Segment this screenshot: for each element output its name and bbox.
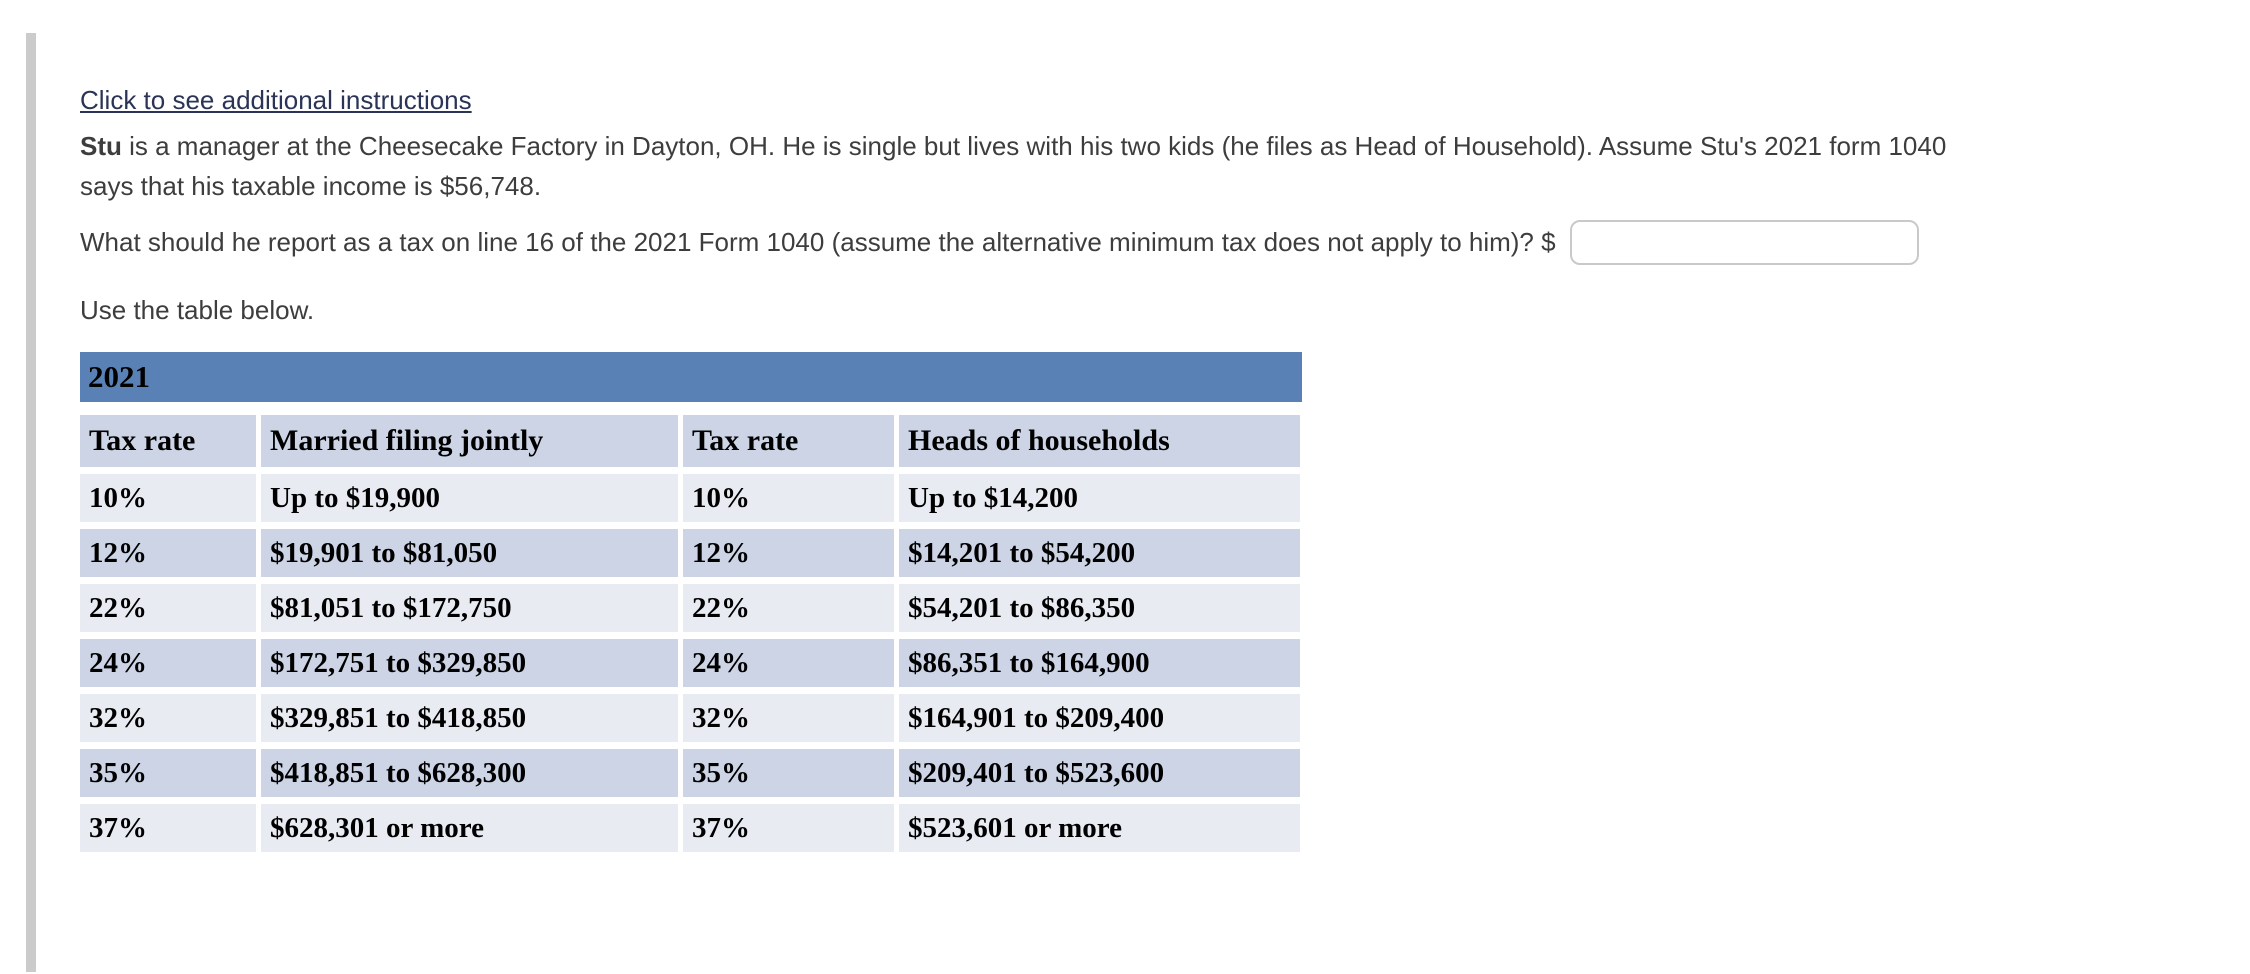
cell-tax-rate-mfj: 32% xyxy=(80,694,256,742)
table-intro-text: Use the table below. xyxy=(80,295,315,325)
cell-tax-rate-mfj: 12% xyxy=(80,529,256,577)
table-row: 24% $172,751 to $329,850 24% $86,351 to … xyxy=(80,639,1302,687)
cell-tax-rate-hoh: 24% xyxy=(683,639,894,687)
cell-tax-rate-hoh: 10% xyxy=(683,474,894,522)
scenario-paragraph: Stu is a manager at the Cheesecake Facto… xyxy=(80,126,2180,206)
left-rail-bar xyxy=(26,33,36,972)
cell-tax-rate-hoh: 22% xyxy=(683,584,894,632)
table-row: 22% $81,051 to $172,750 22% $54,201 to $… xyxy=(80,584,1302,632)
cell-married-filing-jointly-range: $628,301 or more xyxy=(261,804,678,852)
tax-bracket-table: 2021 Tax rate Married filing jointly Tax… xyxy=(80,352,1302,852)
cell-married-filing-jointly-range: Up to $19,900 xyxy=(261,474,678,522)
cell-tax-rate-mfj: 37% xyxy=(80,804,256,852)
scenario-line-1: Stu is a manager at the Cheesecake Facto… xyxy=(80,126,2180,166)
column-header-married-filing-jointly: Married filing jointly xyxy=(261,415,678,467)
cell-heads-of-households-range: $54,201 to $86,350 xyxy=(899,584,1300,632)
question-text: What should he report as a tax on line 1… xyxy=(80,226,1556,257)
table-row: 12% $19,901 to $81,050 12% $14,201 to $5… xyxy=(80,529,1302,577)
scenario-line-2: says that his taxable income is $56,748. xyxy=(80,171,542,201)
cell-married-filing-jointly-range: $172,751 to $329,850 xyxy=(261,639,678,687)
cell-heads-of-households-range: $164,901 to $209,400 xyxy=(899,694,1300,742)
question-content: Click to see additional instructions Stu… xyxy=(80,84,2180,852)
question-row: What should he report as a tax on line 1… xyxy=(80,218,2180,266)
table-row: 32% $329,851 to $418,850 32% $164,901 to… xyxy=(80,694,1302,742)
cell-tax-rate-mfj: 24% xyxy=(80,639,256,687)
cell-married-filing-jointly-range: $81,051 to $172,750 xyxy=(261,584,678,632)
cell-tax-rate-hoh: 32% xyxy=(683,694,894,742)
scenario-line-1-rest: is a manager at the Cheesecake Factory i… xyxy=(121,131,1947,161)
cell-tax-rate-hoh: 12% xyxy=(683,529,894,577)
cell-married-filing-jointly-range: $418,851 to $628,300 xyxy=(261,749,678,797)
cell-tax-rate-mfj: 35% xyxy=(80,749,256,797)
cell-heads-of-households-range: $86,351 to $164,900 xyxy=(899,639,1300,687)
cell-tax-rate-mfj: 10% xyxy=(80,474,256,522)
cell-tax-rate-hoh: 37% xyxy=(683,804,894,852)
cell-tax-rate-hoh: 35% xyxy=(683,749,894,797)
column-header-tax-rate-hoh: Tax rate xyxy=(683,415,894,467)
table-row: 10% Up to $19,900 10% Up to $14,200 xyxy=(80,474,1302,522)
table-year-title: 2021 xyxy=(80,352,1302,402)
cell-heads-of-households-range: $523,601 or more xyxy=(899,804,1300,852)
cell-heads-of-households-range: $14,201 to $54,200 xyxy=(899,529,1300,577)
cell-heads-of-households-range: Up to $14,200 xyxy=(899,474,1300,522)
cell-heads-of-households-range: $209,401 to $523,600 xyxy=(899,749,1300,797)
column-header-heads-of-households: Heads of households xyxy=(899,415,1300,467)
additional-instructions-link[interactable]: Click to see additional instructions xyxy=(80,85,472,115)
table-row: 35% $418,851 to $628,300 35% $209,401 to… xyxy=(80,749,1302,797)
column-header-tax-rate-mfj: Tax rate xyxy=(80,415,256,467)
scenario-lead-bold: Stu xyxy=(80,131,122,161)
cell-married-filing-jointly-range: $329,851 to $418,850 xyxy=(261,694,678,742)
cell-married-filing-jointly-range: $19,901 to $81,050 xyxy=(261,529,678,577)
table-row: 37% $628,301 or more 37% $523,601 or mor… xyxy=(80,804,1302,852)
table-header-row: Tax rate Married filing jointly Tax rate… xyxy=(80,415,1302,467)
cell-tax-rate-mfj: 22% xyxy=(80,584,256,632)
table-body: 10% Up to $19,900 10% Up to $14,200 12% … xyxy=(80,474,1302,852)
answer-input[interactable] xyxy=(1569,219,1919,265)
